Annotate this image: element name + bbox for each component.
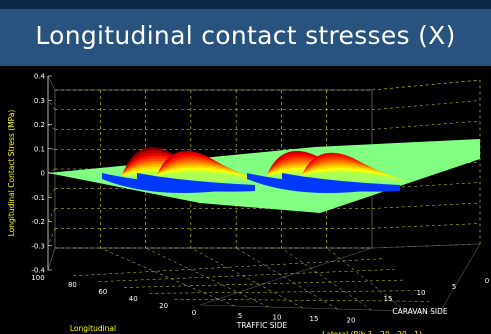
- gridline-z: [47, 168, 56, 174]
- caravan-side-label: CARAVAN SIDE: [392, 307, 447, 316]
- lateral-tick-label: 5: [238, 312, 242, 320]
- longitudinal-tick-label: 60: [98, 288, 107, 296]
- gridline-floor: [98, 269, 395, 282]
- lateral-tick-label: 15: [384, 295, 393, 303]
- gridline-z: [47, 124, 56, 130]
- base-plane: [48, 139, 480, 213]
- rib-trough: [137, 173, 255, 192]
- lateral-axis-label: Lateral (Rib 1 - 20 - 20 - 1): [322, 330, 422, 334]
- gridline-floor: [174, 298, 429, 302]
- floor-frame: [47, 243, 481, 313]
- gridline-z: [371, 223, 481, 229]
- longitudinal-tick-label: 80: [68, 281, 77, 289]
- lateral-tick-label: 20: [347, 317, 356, 325]
- rib-ridge-layer: [155, 172, 267, 182]
- gridline-floor: [123, 279, 407, 288]
- lateral-tick-label: 10: [273, 314, 282, 322]
- longitudinal-tick-label: 40: [129, 295, 138, 303]
- longitudinal-tick-label: 20: [159, 302, 168, 310]
- z-tick-label: 0.2: [34, 121, 45, 129]
- gridline-z: [47, 188, 56, 198]
- gridline-floor: [149, 290, 418, 294]
- z-tick-label: -0.3: [31, 242, 45, 250]
- z-tick-label: 0.1: [34, 145, 45, 153]
- z-tick-label: 0.3: [34, 97, 45, 105]
- z-tick-label: 0.4: [34, 73, 46, 81]
- gridline-floor: [236, 247, 338, 310]
- gridline-floor: [326, 247, 406, 312]
- gridline-floor: [100, 247, 235, 307]
- z-axis-label: Longitudinal Contact Stress (MPa): [7, 110, 16, 237]
- slide-title: Longitudinal contact stresses (X): [35, 21, 456, 50]
- rib-trough: [282, 173, 400, 192]
- lateral-tick-label: 10: [417, 289, 426, 297]
- lateral-tick-label: 15: [310, 315, 319, 323]
- gridline-z: [371, 202, 481, 209]
- gridline-z: [47, 100, 56, 110]
- stress-surface: [48, 139, 480, 213]
- lateral-tick-label: 5: [452, 283, 456, 291]
- traffic-side-label: TRAFFIC SIDE: [236, 321, 288, 330]
- z-tick-label: -0.4: [31, 267, 45, 275]
- gridline-floor: [73, 258, 384, 277]
- top-bar: [0, 0, 491, 9]
- longitudinal-tick-label: 0: [192, 309, 196, 317]
- rib-ridge-layer: [300, 172, 412, 182]
- z-tick-label: 0: [41, 170, 45, 178]
- gridline-z: [371, 100, 481, 110]
- lateral-tick-label: 0: [485, 277, 489, 285]
- longitudinal-axis-label: Longitudinal: [70, 324, 116, 333]
- z-tick-label: -0.1: [31, 194, 45, 202]
- axes-labels: 0.4 0.3 0.2 0.1 0 -0.1 -0.2 -0.3 -0.4 Longitudina…: [7, 73, 489, 334]
- gridline-floor: [281, 247, 372, 311]
- longitudinal-tick-label: 100: [31, 274, 44, 282]
- z-tick-label: -0.2: [31, 218, 45, 226]
- gridline-floor: [145, 247, 269, 308]
- gridline-z: [47, 208, 56, 222]
- gridline-z: [371, 120, 481, 130]
- gridline-z: [47, 148, 56, 150]
